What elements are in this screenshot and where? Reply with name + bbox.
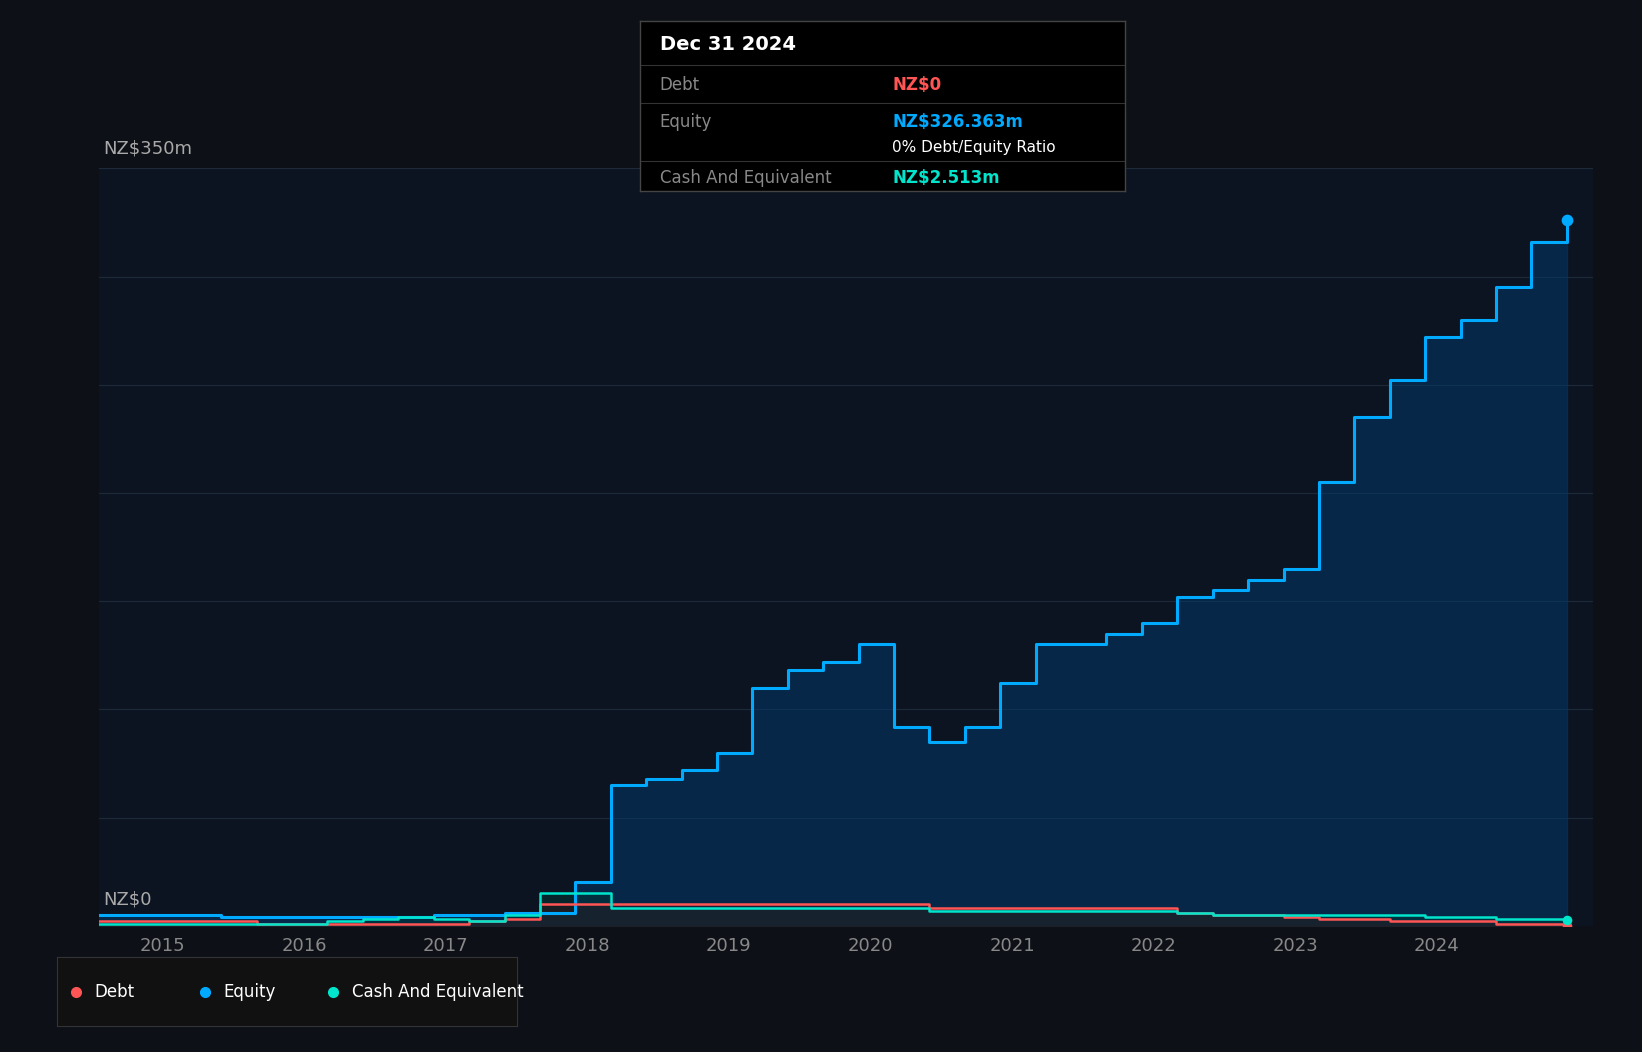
Text: Cash And Equivalent: Cash And Equivalent — [351, 983, 524, 1000]
Text: Debt: Debt — [660, 76, 699, 94]
Text: Debt: Debt — [94, 983, 135, 1000]
Text: 0% Debt/Equity Ratio: 0% Debt/Equity Ratio — [892, 140, 1056, 156]
Text: Dec 31 2024: Dec 31 2024 — [660, 35, 796, 54]
Text: NZ$350m: NZ$350m — [103, 140, 192, 158]
Text: NZ$0: NZ$0 — [892, 76, 941, 94]
Text: NZ$326.363m: NZ$326.363m — [892, 113, 1023, 132]
Point — [1553, 912, 1580, 929]
Text: Cash And Equivalent: Cash And Equivalent — [660, 169, 831, 187]
Point — [1553, 917, 1580, 934]
Text: Equity: Equity — [660, 113, 713, 132]
Text: NZ$2.513m: NZ$2.513m — [892, 169, 1000, 187]
Text: NZ$0: NZ$0 — [103, 890, 151, 909]
Point — [1553, 211, 1580, 228]
Text: Equity: Equity — [223, 983, 276, 1000]
